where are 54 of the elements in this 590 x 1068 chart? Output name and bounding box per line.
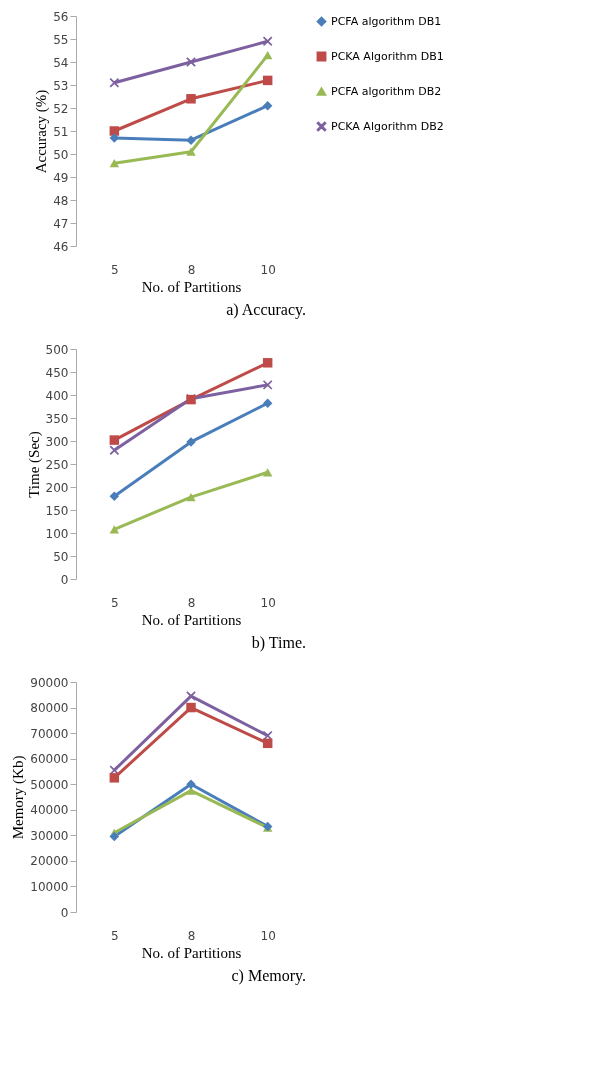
y-axis-title: Accuracy (%) [33, 89, 51, 174]
x-tick-label: 8 [187, 262, 196, 277]
y-tick-label: 0 [60, 905, 69, 920]
x-axis-title: No. of Partitions [141, 944, 242, 961]
x-axis-title: No. of Partitions [141, 611, 242, 628]
legend-label: PCKA Algorithm DB1 [331, 49, 444, 63]
x-tick-label: 8 [187, 595, 196, 610]
text: c) Memory. [231, 967, 306, 985]
x-axis-title: No. of Partitions [141, 278, 242, 295]
x-tick-label: 5 [111, 262, 119, 277]
y-tick-label: 500 [45, 342, 69, 357]
text: a) Accuracy. [226, 301, 306, 319]
y-tick-label: 54 [53, 55, 69, 70]
y-tick-label: 200 [45, 480, 69, 495]
y-tick-label: 450 [45, 365, 69, 380]
y-tick-label: 400 [45, 388, 69, 403]
y-axis-title: Memory (Kb) [10, 755, 28, 840]
x-tick-label: 10 [260, 262, 276, 277]
y-tick-label: 350 [45, 411, 69, 426]
y-tick-label: 51 [53, 124, 69, 139]
y-tick-label: 52 [53, 101, 69, 116]
x-tick-label: 10 [260, 595, 276, 610]
x-tick-label: 10 [260, 928, 276, 943]
y-tick-label: 50000 [30, 777, 69, 792]
y-tick-label: 55 [53, 32, 69, 47]
y-tick-label: 300 [45, 434, 69, 449]
y-tick-label: 20000 [30, 854, 69, 869]
y-tick-label: 90000 [30, 675, 69, 690]
y-tick-label: 70000 [30, 726, 69, 741]
y-tick-label: 53 [53, 78, 69, 93]
y-tick-label: 0 [60, 572, 69, 587]
y-tick-label: 50 [53, 549, 69, 564]
y-axis-title: Time (Sec) [25, 431, 43, 498]
y-tick-label: 250 [45, 457, 69, 472]
y-tick-label: 80000 [30, 701, 69, 716]
y-tick-label: 56 [53, 9, 69, 24]
x-tick-label: 5 [111, 928, 119, 943]
y-tick-label: 46 [53, 239, 69, 254]
legend-label: PCFA algorithm DB2 [331, 84, 442, 98]
y-tick-label: 47 [53, 216, 69, 231]
text: b) Time. [251, 634, 306, 652]
x-tick-label: 8 [187, 928, 196, 943]
legend-label: PCFA algorithm DB1 [331, 14, 442, 28]
y-tick-label: 40000 [30, 803, 69, 818]
y-tick-label: 30000 [30, 828, 69, 843]
y-tick-label: 60000 [30, 752, 69, 767]
y-tick-label: 150 [45, 503, 69, 518]
y-tick-label: 49 [53, 170, 69, 185]
y-tick-label: 50 [53, 147, 69, 162]
x-tick-label: 5 [111, 595, 119, 610]
y-tick-label: 10000 [30, 879, 69, 894]
y-tick-label: 48 [53, 193, 69, 208]
legend-label: PCKA Algorithm DB2 [331, 119, 444, 133]
y-tick-label: 100 [45, 526, 69, 541]
